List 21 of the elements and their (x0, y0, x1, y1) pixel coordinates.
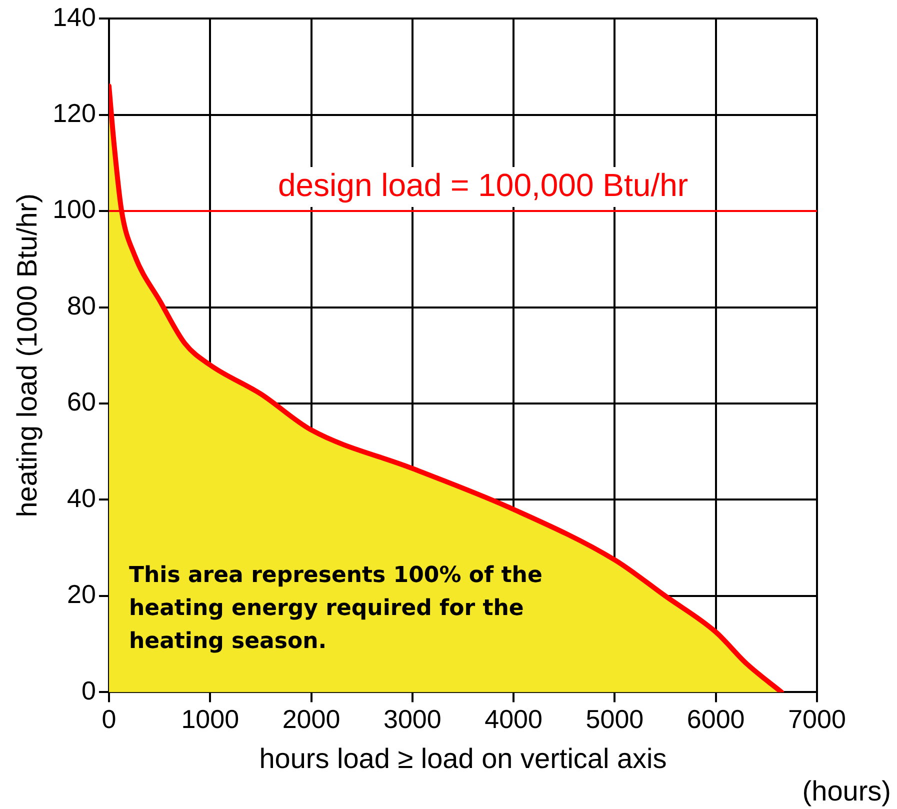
y-tick-label: 140 (52, 2, 96, 32)
y-tick-label: 120 (52, 98, 96, 128)
y-tick-label: 60 (67, 386, 96, 417)
x-axis-title: hours load ≥ load on vertical axis (259, 742, 667, 774)
ref-line-label: design load = 100,000 Btu/hr (278, 166, 688, 203)
y-axis-title: heating load (1000 Btu/hr) (12, 194, 43, 518)
x-tick-label: 7000 (788, 704, 846, 734)
x-tick-label: 2000 (282, 704, 340, 734)
y-tick-label: 80 (67, 290, 96, 320)
y-tick-label: 0 (82, 675, 96, 706)
x-tick-label: 1000 (181, 704, 240, 734)
text: (hours) (802, 776, 891, 807)
x-tick-label: 6000 (686, 704, 745, 734)
y-tick-label: 40 (67, 482, 96, 513)
annotation: This area represents 100% of the heating energy required for the heating season. (128, 563, 542, 654)
x-tick-label: 3000 (383, 704, 442, 734)
y-tick-label: 100 (52, 194, 96, 224)
x-tick-label: 4000 (484, 704, 542, 734)
y-tick-label: 20 (67, 579, 96, 610)
x-tick-label: 5000 (586, 704, 644, 734)
x-tick-label: 0 (102, 704, 116, 734)
